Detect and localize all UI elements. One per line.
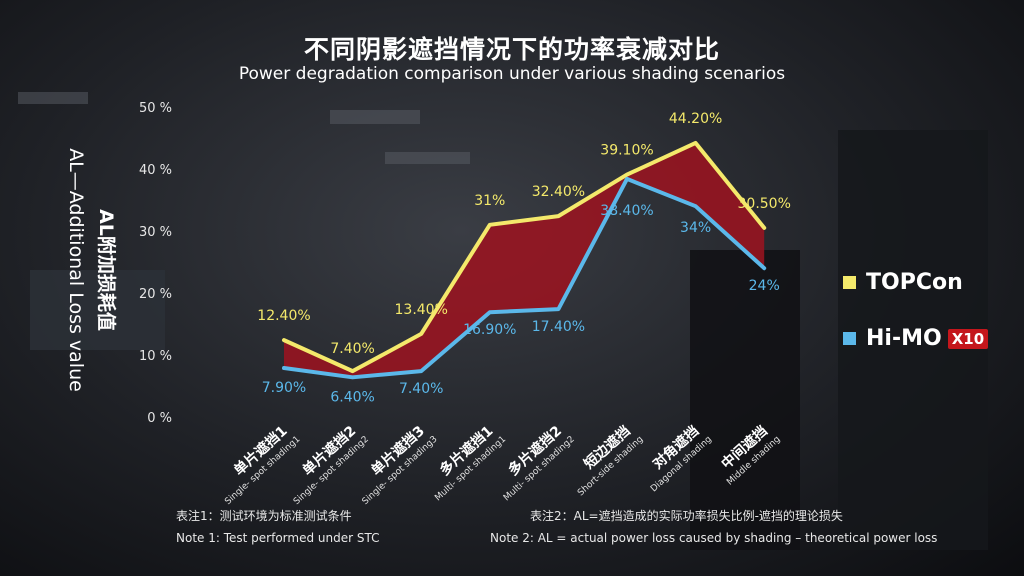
background-monitor bbox=[30, 270, 165, 350]
legend-himo-swatch bbox=[843, 332, 856, 345]
data-label-topcon: 12.40% bbox=[257, 308, 310, 324]
legend-himo: Hi-MO X10 bbox=[843, 326, 989, 351]
y-tick-label: 0 % bbox=[147, 411, 172, 426]
data-label-topcon: 32.40% bbox=[532, 184, 585, 200]
background-ceiling-light bbox=[330, 110, 420, 124]
y-tick-label: 50 % bbox=[139, 101, 172, 116]
data-label-himo: 24% bbox=[749, 278, 780, 294]
y-tick-label: 40 % bbox=[139, 163, 172, 178]
data-label-topcon: 44.20% bbox=[669, 111, 722, 127]
data-label-topcon: 13.40% bbox=[395, 302, 448, 318]
legend-himo-label: Hi-MO bbox=[866, 326, 942, 351]
series-line-himo bbox=[282, 176, 767, 380]
series-line-topcon bbox=[282, 140, 767, 374]
data-label-topcon: 31% bbox=[474, 193, 505, 209]
note-2-cn: 表注2：AL=遮挡造成的实际功率损失比例-遮挡的理论损失 bbox=[530, 509, 843, 523]
data-label-topcon: 7.40% bbox=[330, 341, 374, 357]
legend-topcon: TOPCon bbox=[843, 270, 963, 295]
data-label-himo: 6.40% bbox=[330, 389, 374, 405]
background-ceiling-light bbox=[18, 92, 88, 104]
data-label-himo: 17.40% bbox=[532, 319, 585, 335]
data-label-topcon: 39.10% bbox=[600, 143, 653, 159]
background-door bbox=[690, 250, 800, 550]
note-1-cn: 表注1：测试环境为标准测试条件 bbox=[176, 509, 352, 523]
data-label-himo: 34% bbox=[680, 220, 711, 236]
data-label-himo: 38.40% bbox=[600, 203, 653, 219]
loss-difference-area bbox=[284, 142, 765, 378]
data-label-himo: 7.40% bbox=[399, 381, 443, 397]
note-1-en: Note 1: Test performed under STC bbox=[176, 531, 380, 545]
legend-topcon-label: TOPCon bbox=[866, 270, 963, 295]
background-ceiling-light bbox=[385, 152, 470, 164]
note-2-en: Note 2: AL = actual power loss caused by… bbox=[490, 531, 938, 545]
data-label-topcon: 30.50% bbox=[738, 196, 791, 212]
y-tick-label: 20 % bbox=[139, 287, 172, 302]
note-2: 表注2：AL=遮挡造成的实际功率损失比例-遮挡的理论损失 Note 2: AL … bbox=[490, 505, 937, 549]
note-1: 表注1：测试环境为标准测试条件 Note 1: Test performed u… bbox=[176, 505, 379, 549]
y-tick-label: 30 % bbox=[139, 225, 172, 240]
chart-title: 不同阴影遮挡情况下的功率衰减对比 bbox=[303, 35, 720, 64]
legend-himo-badge: X10 bbox=[947, 328, 989, 349]
data-label-himo: 16.90% bbox=[463, 322, 516, 338]
y-tick-label: 10 % bbox=[139, 349, 172, 364]
chart-subtitle: Power degradation comparison under vario… bbox=[238, 64, 786, 84]
legend-topcon-swatch bbox=[843, 276, 856, 289]
data-label-himo: 7.90% bbox=[262, 380, 306, 396]
